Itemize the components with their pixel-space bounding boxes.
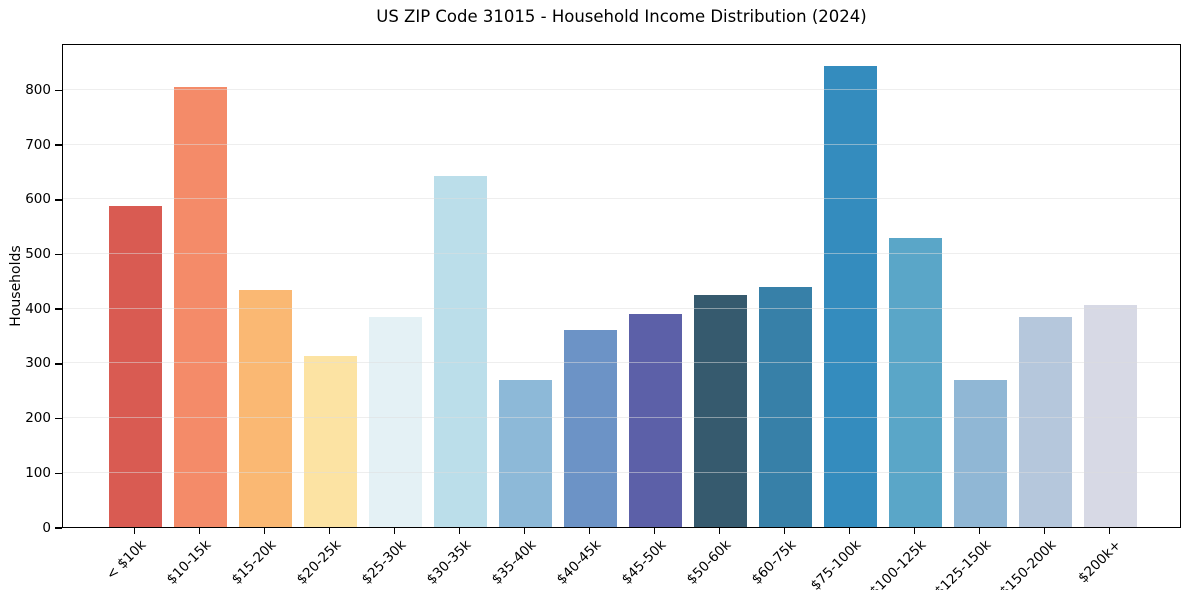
bar-$35-40k xyxy=(499,379,552,527)
y-tick-label: 100 xyxy=(25,464,51,481)
y-tick-mark xyxy=(55,308,62,310)
gridline-y-500 xyxy=(63,253,1180,255)
y-tick-label: 500 xyxy=(25,246,51,263)
chart-title: US ZIP Code 31015 - Household Income Dis… xyxy=(376,7,867,26)
bar-$50-60k xyxy=(694,295,747,527)
bar-$20-25k xyxy=(304,355,357,527)
y-tick-mark xyxy=(55,363,62,365)
x-tick-mark xyxy=(588,528,591,534)
bar-$75-100k xyxy=(824,65,877,527)
x-tick-mark xyxy=(458,528,461,534)
gridline-y-800 xyxy=(63,89,1180,90)
x-tick-mark xyxy=(328,528,331,534)
bar-< $10k xyxy=(109,205,162,527)
x-tick-mark xyxy=(978,528,981,534)
y-tick-label: 400 xyxy=(25,300,51,317)
x-tick-mark xyxy=(783,528,786,534)
x-tick-mark xyxy=(523,528,526,534)
gridline-y-700 xyxy=(63,143,1180,145)
x-tick-mark xyxy=(848,528,851,534)
gridline-y-300 xyxy=(63,362,1180,364)
x-tick-mark xyxy=(133,528,136,534)
y-tick-label: 800 xyxy=(25,81,51,98)
x-tick-mark xyxy=(718,528,721,534)
gridline-y-400 xyxy=(63,307,1180,309)
bar-$45-50k xyxy=(629,313,682,527)
plot-area xyxy=(62,44,1181,528)
y-tick-mark xyxy=(55,253,62,256)
bar-$200k+ xyxy=(1084,304,1137,527)
bar-$125-150k xyxy=(954,379,1007,527)
y-tick-label: 300 xyxy=(25,355,51,372)
gridline-y-600 xyxy=(63,198,1180,200)
y-tick-mark xyxy=(55,527,62,529)
bar-$150-200k xyxy=(1019,317,1072,527)
x-tick-mark xyxy=(913,528,916,534)
y-tick-mark xyxy=(55,417,62,420)
bar-$25-30k xyxy=(369,317,422,527)
bar-$15-20k xyxy=(239,290,292,527)
bar-$10-15k xyxy=(174,86,227,527)
bar-$60-75k xyxy=(759,286,812,527)
x-tick-mark xyxy=(1043,528,1046,534)
gridline-y-200 xyxy=(63,417,1180,419)
x-tick-mark xyxy=(653,528,656,534)
bar-$30-35k xyxy=(434,175,487,527)
x-tick-mark xyxy=(263,528,266,534)
y-tick-label: 600 xyxy=(25,191,51,208)
y-tick-label: 0 xyxy=(42,519,51,536)
x-tick-mark xyxy=(1108,528,1111,534)
y-tick-label: 200 xyxy=(25,410,51,427)
bar-$100-125k xyxy=(889,237,942,527)
x-tick-label: < $10k xyxy=(102,537,149,584)
y-tick-mark xyxy=(55,144,62,146)
y-tick-mark xyxy=(55,472,62,475)
gridline-y-100 xyxy=(63,471,1180,473)
y-tick-mark xyxy=(55,89,62,92)
x-tick-mark xyxy=(198,528,201,534)
y-tick-label: 700 xyxy=(25,136,51,153)
x-tick-mark xyxy=(393,528,396,534)
bar-$40-45k xyxy=(564,329,617,527)
y-tick-mark xyxy=(55,199,62,201)
